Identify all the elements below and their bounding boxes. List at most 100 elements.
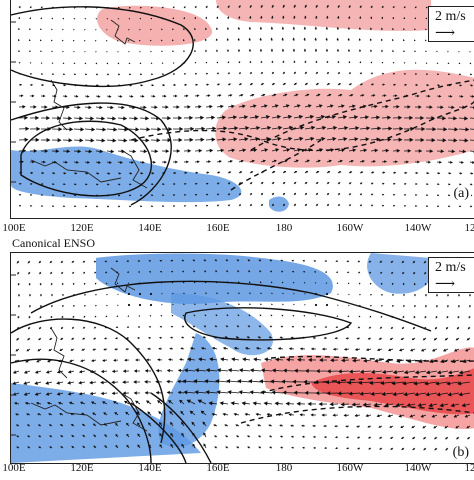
wind-vector-head	[72, 262, 73, 263]
wind-vector-head	[258, 425, 259, 426]
wind-vector-head	[35, 382, 37, 384]
wind-vector-head	[272, 16, 273, 17]
wind-vector-head	[349, 6, 350, 7]
wind-vector-head	[258, 337, 259, 338]
wind-vector-head	[273, 72, 274, 73]
wind-vector-head	[282, 38, 283, 39]
wind-vector-head	[281, 436, 282, 437]
wind-vector-head	[426, 306, 427, 307]
wind-vector-head	[434, 339, 435, 340]
wind-vector-head	[86, 74, 87, 75]
wind-vector-head	[311, 414, 313, 416]
wind-vector-head	[157, 117, 160, 120]
wind-vector-head	[76, 96, 77, 97]
wind-vector-head	[252, 94, 254, 95]
wind-vector-head	[372, 183, 373, 184]
wind-vector-head	[47, 139, 50, 142]
wind-vector-head	[254, 358, 257, 361]
wind-vector-head	[130, 206, 131, 207]
wind-vector-head	[116, 261, 117, 262]
wind-vector-head	[459, 295, 460, 296]
wind-vector-head	[155, 106, 157, 108]
wind-vector-head	[426, 295, 427, 296]
wind-vector-head	[229, 369, 232, 372]
wind-vector-head	[31, 195, 32, 196]
wind-vector-head	[314, 448, 315, 449]
wind-vector-head	[69, 371, 71, 373]
wind-vector-head	[127, 338, 128, 339]
wind-vector-head	[114, 128, 117, 131]
wind-vector-head	[103, 360, 105, 362]
wind-vector-head	[358, 448, 359, 449]
wind-vector-head	[155, 150, 157, 152]
wind-vector-head	[197, 95, 198, 96]
wind-vector-head	[470, 295, 471, 296]
wind-vector-head	[383, 194, 384, 195]
wind-vector-head	[216, 39, 217, 40]
wind-vector-head	[335, 338, 336, 339]
wind-vector-head	[135, 117, 138, 120]
wind-vector-head	[412, 339, 413, 340]
wind-vector-head	[282, 49, 283, 50]
wind-vector-head	[119, 74, 120, 75]
wind-vector-head	[240, 194, 241, 195]
wind-vector-head	[357, 426, 358, 427]
wind-vector-head	[47, 371, 49, 373]
wind-vector-head	[406, 172, 407, 173]
wind-vector-head	[92, 128, 95, 131]
wind-vector-head	[202, 127, 205, 130]
wind-vector-head	[348, 28, 349, 29]
wind-vector-head	[438, 85, 439, 86]
wind-vector-head	[93, 349, 94, 350]
wind-vector-head	[31, 74, 32, 75]
wind-vector-head	[350, 205, 351, 206]
positive-anomaly-region	[216, 0, 431, 31]
wind-vector-head	[142, 96, 143, 97]
wind-vector-head	[131, 173, 132, 174]
wind-vector-head	[242, 402, 245, 405]
wind-vector-head	[83, 261, 84, 262]
wind-vector-head	[100, 106, 102, 108]
wind-vector-head	[439, 173, 440, 174]
wind-vector-head	[227, 28, 228, 29]
wind-vector-head	[281, 447, 282, 448]
wind-vector-head	[212, 138, 215, 141]
wind-vector-head	[28, 339, 29, 340]
wind-vector-head	[226, 436, 227, 437]
wind-vector-head	[414, 273, 415, 274]
wind-vector-head	[82, 349, 83, 350]
wind-vector-head	[57, 382, 59, 384]
wind-vector-head	[161, 271, 162, 272]
wind-vector-head	[440, 161, 441, 163]
wind-vector-head	[251, 183, 252, 184]
wind-vector-head	[153, 96, 154, 97]
wind-vector-head	[71, 413, 72, 414]
wind-vector-head	[361, 172, 362, 173]
wind-vector-head	[83, 424, 84, 425]
wind-vector-head	[306, 72, 307, 73]
wind-vector-head	[82, 413, 83, 414]
wind-vector-head	[262, 193, 263, 194]
wind-vector-head	[227, 315, 228, 316]
wind-vector-head	[405, 74, 406, 75]
wind-vector-head	[58, 371, 60, 373]
wind-vector-head	[221, 358, 224, 361]
wind-vector-head	[198, 161, 200, 163]
x-tick-label: 140E	[138, 222, 161, 234]
wind-vector-head	[249, 271, 250, 272]
wind-vector-head	[83, 327, 84, 328]
wind-vector-head	[124, 117, 127, 120]
wind-vector-head	[237, 447, 238, 448]
x-tick-label: 160W	[337, 222, 364, 234]
wind-vector-head	[92, 360, 94, 362]
wind-vector-head	[238, 271, 239, 272]
arrow-right-icon: ⟶	[435, 280, 455, 290]
wind-vector-head	[213, 347, 215, 349]
wind-vector-head	[247, 425, 248, 426]
wind-vector-head	[240, 369, 243, 372]
wind-vector-head	[393, 295, 394, 296]
wind-vector-head	[349, 50, 350, 51]
wind-vector-head	[449, 85, 450, 86]
wind-vector-head	[378, 349, 380, 351]
wind-vector-head	[188, 106, 190, 108]
